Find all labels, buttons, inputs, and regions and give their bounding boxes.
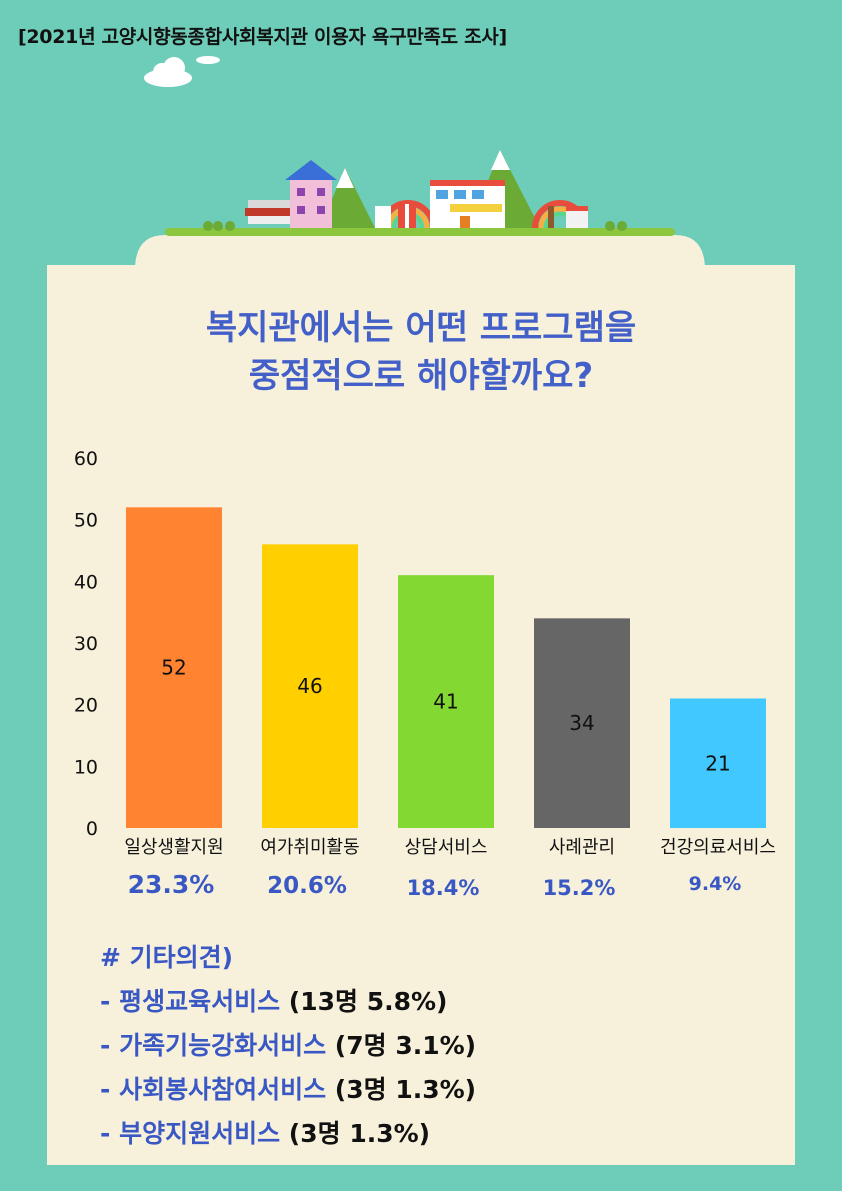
y-tick-label: 60 xyxy=(74,448,98,470)
question-title: 복지관에서는 어떤 프로그램을 중점적으로 해야할까요? xyxy=(47,305,795,400)
other-opinion-name: - 평생교육서비스 xyxy=(100,987,281,1016)
other-opinion-item: - 가족기능강화서비스 (7명 3.1%) xyxy=(100,1024,476,1068)
other-opinion-item: - 사회봉사참여서비스 (3명 1.3%) xyxy=(100,1068,476,1112)
bar-value-label: 52 xyxy=(161,656,186,680)
y-tick-label: 50 xyxy=(74,510,98,532)
x-tick-label: 상담서비스 xyxy=(405,837,488,858)
y-tick-label: 10 xyxy=(74,756,98,778)
town-illustration xyxy=(135,150,705,270)
bar-value-label: 21 xyxy=(705,751,730,775)
bar-value-label: 41 xyxy=(433,690,458,714)
y-tick-label: 0 xyxy=(86,818,98,840)
other-opinion-stat: (13명 5.8%) xyxy=(280,987,448,1016)
other-opinions: # 기타의견) - 평생교육서비스 (13명 5.8%) - 가족기능강화서비스… xyxy=(100,938,476,1156)
category-percent: 18.4% xyxy=(407,876,480,900)
x-tick-label: 여가취미활동 xyxy=(260,837,359,858)
other-opinion-stat: (7명 3.1%) xyxy=(326,1031,477,1060)
y-tick-label: 30 xyxy=(74,633,98,655)
question-line-2: 중점적으로 해야할까요? xyxy=(248,355,594,396)
x-tick-label: 사례관리 xyxy=(549,837,615,858)
other-opinions-heading: # 기타의견) xyxy=(100,943,234,972)
other-opinion-name: - 부양지원서비스 xyxy=(100,1119,281,1148)
other-opinion-stat: (3명 1.3%) xyxy=(326,1075,477,1104)
bar xyxy=(398,575,494,828)
other-opinion-item: - 부양지원서비스 (3명 1.3%) xyxy=(100,1112,476,1156)
x-tick-label: 건강의료서비스 xyxy=(660,837,776,858)
category-percent: 20.6% xyxy=(267,873,347,899)
cloud-icon xyxy=(144,56,220,87)
category-percent: 15.2% xyxy=(543,876,616,900)
y-tick-label: 40 xyxy=(74,571,98,593)
bar-value-label: 46 xyxy=(297,674,322,698)
survey-title: [2021년 고양시향동종합사회복지관 이용자 욕구만족도 조사] xyxy=(18,26,507,48)
other-opinion-name: - 사회봉사참여서비스 xyxy=(100,1075,327,1104)
bar xyxy=(670,698,766,828)
category-percent: 23.3% xyxy=(128,870,215,899)
bar-value-label: 34 xyxy=(569,711,594,735)
other-opinion-stat: (3명 1.3%) xyxy=(280,1119,431,1148)
other-opinion-name: - 가족기능강화서비스 xyxy=(100,1031,327,1060)
bar xyxy=(534,618,630,828)
y-tick-label: 20 xyxy=(74,695,98,717)
bar xyxy=(126,507,222,828)
bar xyxy=(262,544,358,828)
bar-chart: 0 10 20 30 40 50 60 52 일상생활지원 23.3% 46 여가취미활동 20.6% 4… xyxy=(74,448,776,900)
other-opinion-item: - 평생교육서비스 (13명 5.8%) xyxy=(100,980,476,1024)
question-line-1: 복지관에서는 어떤 프로그램을 xyxy=(205,308,637,348)
category-percent: 9.4% xyxy=(689,873,742,895)
x-tick-label: 일상생활지원 xyxy=(124,837,223,858)
